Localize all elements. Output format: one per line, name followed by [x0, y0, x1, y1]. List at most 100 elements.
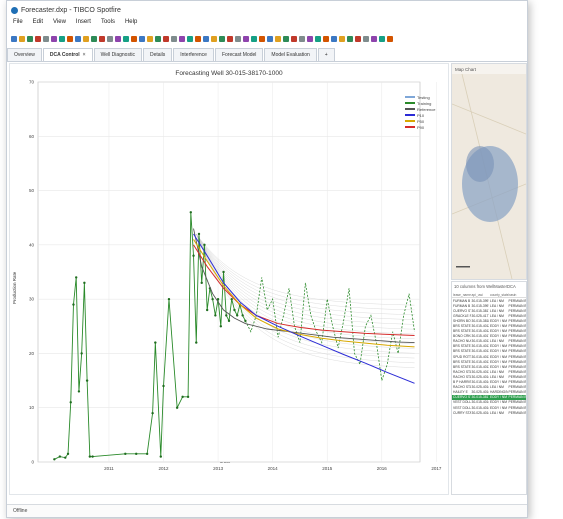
toolbar-button[interactable]: [315, 36, 321, 42]
toolbar-button[interactable]: [355, 36, 361, 42]
legend-item-p50[interactable]: P50: [405, 118, 445, 124]
toolbar-button[interactable]: [27, 36, 33, 42]
toolbar-button[interactable]: [211, 36, 217, 42]
toolbar-button[interactable]: [323, 36, 329, 42]
toolbar-button[interactable]: [251, 36, 257, 42]
toolbar-button[interactable]: [59, 36, 65, 42]
menu-tools[interactable]: Tools: [100, 19, 115, 25]
toolbar-button[interactable]: [35, 36, 41, 42]
menu-file[interactable]: File: [13, 19, 23, 25]
toolbar-button[interactable]: [363, 36, 369, 42]
tab-interference[interactable]: Interference: [173, 48, 214, 61]
menu-view[interactable]: View: [53, 19, 66, 25]
column-header[interactable]: basin: [507, 292, 526, 298]
table-cell: PERMIAN BA: [508, 400, 527, 405]
toolbar-button[interactable]: [219, 36, 225, 42]
toolbar-button[interactable]: [163, 36, 169, 42]
legend-item-training[interactable]: Training: [405, 100, 445, 106]
add-page-button[interactable]: +: [317, 48, 335, 61]
toolbar-button[interactable]: [179, 36, 185, 42]
tab-well-diagnostic[interactable]: Well Diagnostic: [93, 48, 142, 61]
column-header[interactable]: lease_name: [452, 292, 471, 298]
toolbar-button[interactable]: [139, 36, 145, 42]
toolbar-button[interactable]: [187, 36, 193, 42]
toolbar-button[interactable]: [75, 36, 81, 42]
well-map[interactable]: [452, 64, 526, 279]
toolbar-button[interactable]: [331, 36, 337, 42]
legend-item-testing[interactable]: Testing: [405, 94, 445, 100]
tab-overview[interactable]: Overview: [7, 48, 42, 61]
toolbar-button[interactable]: [379, 36, 385, 42]
toolbar-button[interactable]: [291, 36, 297, 42]
table-row[interactable]: FURMAN B30-015-39979LEA / NM PERMIAN BA: [452, 303, 526, 308]
menu-help[interactable]: Help: [124, 19, 138, 25]
menu-insert[interactable]: Insert: [75, 19, 91, 25]
table-row[interactable]: FURMAN B30-015-39978LEA / NM PERMIAN BA: [452, 298, 526, 304]
close-icon[interactable]: ×: [82, 52, 86, 58]
toolbar-button[interactable]: [307, 36, 313, 42]
column-header[interactable]: county_state: [489, 292, 508, 298]
toolbar-button[interactable]: [299, 36, 305, 42]
toolbar-button[interactable]: [267, 36, 273, 42]
tab-details[interactable]: Details: [142, 48, 173, 61]
toolbar-button[interactable]: [195, 36, 201, 42]
toolbar-button[interactable]: [147, 36, 153, 42]
toolbar-button[interactable]: [155, 36, 161, 42]
toolbar-button[interactable]: [275, 36, 281, 42]
legend-item-p90[interactable]: P90: [405, 124, 445, 130]
toolbar-button[interactable]: [43, 36, 49, 42]
map-chart-panel[interactable]: Map Chart: [451, 63, 527, 280]
toolbar-button[interactable]: [227, 36, 233, 42]
tab-forecast-model[interactable]: Forecast Model: [214, 48, 264, 61]
legend-item-reference[interactable]: Reference: [405, 106, 445, 112]
toolbar-button[interactable]: [83, 36, 89, 42]
table-row[interactable]: GRACKLE F30-025-41770LEA / NM PERMIAN BA: [452, 313, 526, 318]
table-row[interactable]: RACHO NUC30-015-40133LEA / NM PERMIAN BA: [452, 339, 526, 344]
forecast-line-chart[interactable]: 0 10 20 30 40 50 60 70 2011 2012 2013 2014 2015 2016 2…: [10, 64, 446, 492]
toolbar-button[interactable]: [99, 36, 105, 42]
toolbar-button[interactable]: [339, 36, 345, 42]
toolbar-button[interactable]: [259, 36, 265, 42]
column-header[interactable]: api_uwi: [470, 292, 489, 298]
toolbar-button[interactable]: [19, 36, 25, 42]
toolbar-button[interactable]: [67, 36, 73, 42]
tab-model-evaluation[interactable]: Model Evaluation: [264, 48, 317, 61]
toolbar-button[interactable]: [131, 36, 137, 42]
toolbar-button[interactable]: [51, 36, 57, 42]
toolbar-button[interactable]: [203, 36, 209, 42]
legend-item-p10[interactable]: P10: [405, 112, 445, 118]
toolbar-button[interactable]: [283, 36, 289, 42]
tab-dca-control[interactable]: DCA Control ×: [42, 48, 93, 61]
toolbar-button[interactable]: [347, 36, 353, 42]
toolbar-button[interactable]: [107, 36, 113, 42]
toolbar-button[interactable]: [115, 36, 121, 42]
toolbar-button[interactable]: [243, 36, 249, 42]
toolbar-button[interactable]: [171, 36, 177, 42]
toolbar-button[interactable]: [235, 36, 241, 42]
menu-edit[interactable]: Edit: [32, 19, 44, 25]
toolbar-button[interactable]: [387, 36, 393, 42]
toolbar-button[interactable]: [371, 36, 377, 42]
toolbar-button[interactable]: [11, 36, 17, 42]
toolbar-button[interactable]: [91, 36, 97, 42]
toolbar-button[interactable]: [123, 36, 129, 42]
